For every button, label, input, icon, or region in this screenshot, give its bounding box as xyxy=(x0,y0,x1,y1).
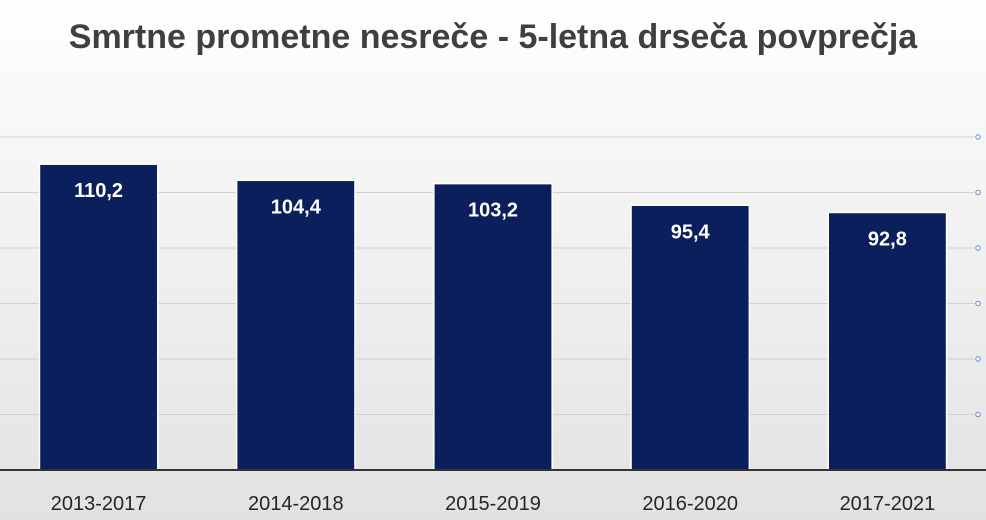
bar xyxy=(433,182,553,471)
x-tick-label: 2017-2021 xyxy=(840,493,936,515)
data-label: 104,4 xyxy=(271,196,322,218)
gridline-marker xyxy=(975,245,981,251)
gridline-marker xyxy=(975,134,981,140)
bar xyxy=(235,179,356,471)
x-tick-label: 2013-2017 xyxy=(51,493,147,515)
bar xyxy=(827,211,948,471)
gridline-marker xyxy=(975,300,981,307)
x-tick-label: 2014-2018 xyxy=(248,493,344,515)
x-tick-label: 2016-2020 xyxy=(642,493,738,515)
chart-title: Smrtne prometne nesreče - 5-letna drseča… xyxy=(68,18,918,56)
gridline-marker xyxy=(975,356,981,362)
x-tick-label: 2015-2019 xyxy=(445,493,541,515)
gridline-marker xyxy=(975,189,981,196)
data-label: 92,8 xyxy=(868,228,907,250)
data-label: 110,2 xyxy=(74,180,123,202)
data-label: 95,4 xyxy=(671,221,711,243)
bar xyxy=(630,204,751,471)
gridline-marker xyxy=(975,411,981,418)
data-label: 103,2 xyxy=(468,200,518,222)
bar xyxy=(38,163,159,471)
